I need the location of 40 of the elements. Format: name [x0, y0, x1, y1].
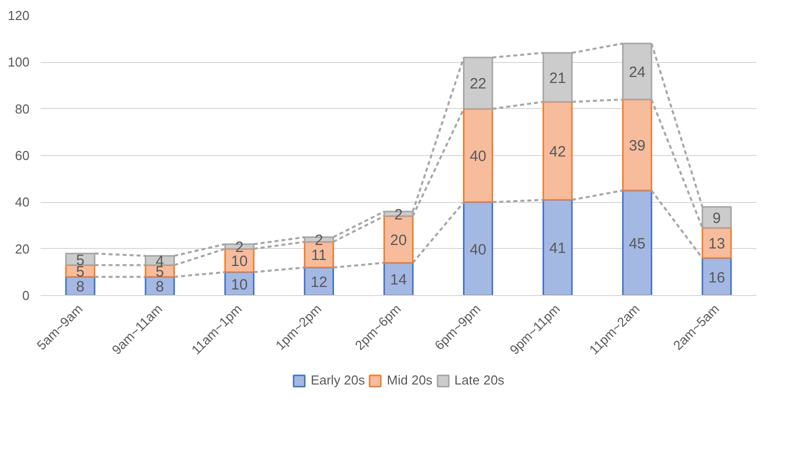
- data-label: 8: [156, 278, 164, 296]
- data-label: 2: [314, 232, 324, 249]
- y-tick-label: 60: [15, 148, 30, 163]
- data-label: 9: [712, 210, 721, 227]
- data-label: 42: [549, 143, 566, 160]
- data-label: 24: [628, 64, 646, 81]
- data-label: 39: [628, 138, 646, 154]
- y-tick-label: 80: [15, 101, 30, 116]
- data-label: 45: [628, 236, 646, 252]
- data-label: 2: [235, 239, 244, 256]
- bar: [542, 101, 573, 201]
- bar: [462, 108, 494, 203]
- y-tick-label: 20: [15, 241, 30, 256]
- y-tick-label: 120: [8, 8, 30, 23]
- data-label: 10: [231, 276, 248, 294]
- legend-label: Mid 20s: [386, 372, 432, 388]
- data-label: 13: [708, 236, 726, 252]
- bar: [622, 98, 652, 192]
- data-label: 40: [470, 148, 486, 165]
- data-label: 21: [549, 70, 566, 87]
- data-label: 2: [394, 206, 403, 224]
- data-label: 41: [549, 240, 566, 258]
- data-label: 20: [390, 232, 407, 249]
- data-label: 40: [470, 241, 486, 258]
- bar: [462, 201, 494, 296]
- data-label: 11: [311, 247, 327, 264]
- bar: [702, 227, 732, 259]
- data-label: 12: [310, 274, 328, 291]
- data-label: 8: [76, 278, 84, 296]
- bar: [542, 199, 573, 296]
- data-label: 10: [231, 253, 248, 270]
- data-label: 16: [708, 269, 726, 286]
- y-tick-label: 40: [15, 194, 30, 210]
- y-tick-label: 0: [22, 288, 30, 303]
- bar: [622, 190, 652, 296]
- legend-label: Early 20s: [310, 372, 365, 388]
- y-tick-label: 100: [8, 54, 30, 70]
- data-label: 22: [470, 76, 486, 93]
- legend-label: Late 20s: [454, 372, 504, 388]
- data-label: 14: [390, 272, 407, 289]
